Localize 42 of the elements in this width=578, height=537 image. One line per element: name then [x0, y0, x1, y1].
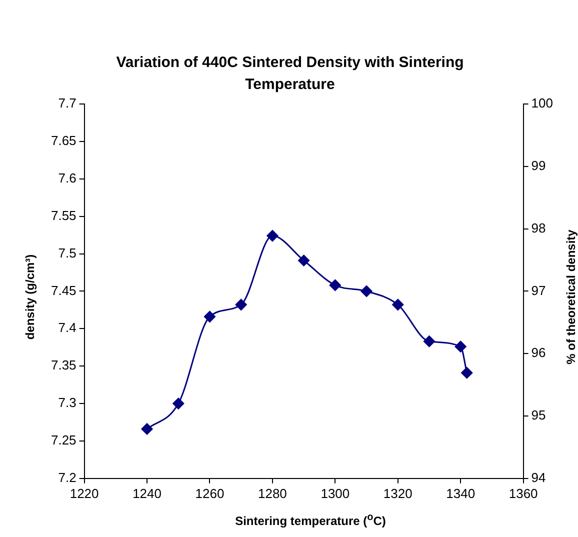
x-axis-title: Sintering temperature ($^{o}$C): [234, 512, 387, 528]
y-tick-label: 7.35: [50, 358, 76, 373]
x-tick-label: 1320: [383, 486, 412, 501]
y-tick-label: 7.3: [58, 395, 76, 410]
x-tick-label: 1300: [320, 486, 350, 501]
x-tick-label: 1340: [446, 486, 476, 501]
y-tick-label: 7.55: [50, 208, 76, 223]
x-tick-label: 1360: [508, 486, 538, 501]
point: [329, 279, 341, 291]
point: [172, 398, 184, 410]
x-tick-label: 1240: [132, 486, 162, 501]
point: [423, 336, 435, 348]
y2-tick-label: 94: [531, 470, 546, 485]
y2-tick-label: 99: [531, 158, 546, 173]
chart-title: Variation of 440C Sintered Density with Sintering Temperature: [115, 53, 465, 95]
y-tick-label: 7.25: [50, 432, 76, 448]
point: [360, 285, 372, 297]
x-tick-label: 1280: [258, 486, 287, 501]
point: [204, 310, 216, 322]
y2-tick-label: 100: [531, 96, 554, 111]
y-tick-label: 7.65: [50, 133, 76, 148]
y2-tick-label: 98: [531, 220, 546, 236]
y-tick-label: 7.45: [50, 282, 76, 298]
point: [141, 423, 153, 435]
point: [461, 367, 473, 379]
y-tick-label: 7.5: [58, 245, 76, 260]
point: [454, 340, 466, 352]
x-tick-label: 1220: [70, 486, 99, 501]
y-axis-title: density (g/cm³): [23, 254, 37, 340]
point: [235, 298, 247, 310]
y2-tick-label: 97: [531, 282, 546, 298]
x-tick-label: 1260: [195, 486, 224, 501]
y-tick-label: 7.4: [58, 320, 76, 336]
y2-axis-title: % of theoretical density: [564, 230, 578, 364]
point: [266, 230, 278, 242]
point: [392, 298, 404, 310]
y-tick-label: 7.7: [58, 96, 76, 111]
y-tick-label: 7.2: [58, 470, 76, 485]
y2-tick-label: 96: [531, 345, 546, 360]
y2-tick-label: 95: [531, 408, 546, 423]
point: [298, 254, 310, 266]
y-tick-label: 7.6: [58, 170, 76, 186]
